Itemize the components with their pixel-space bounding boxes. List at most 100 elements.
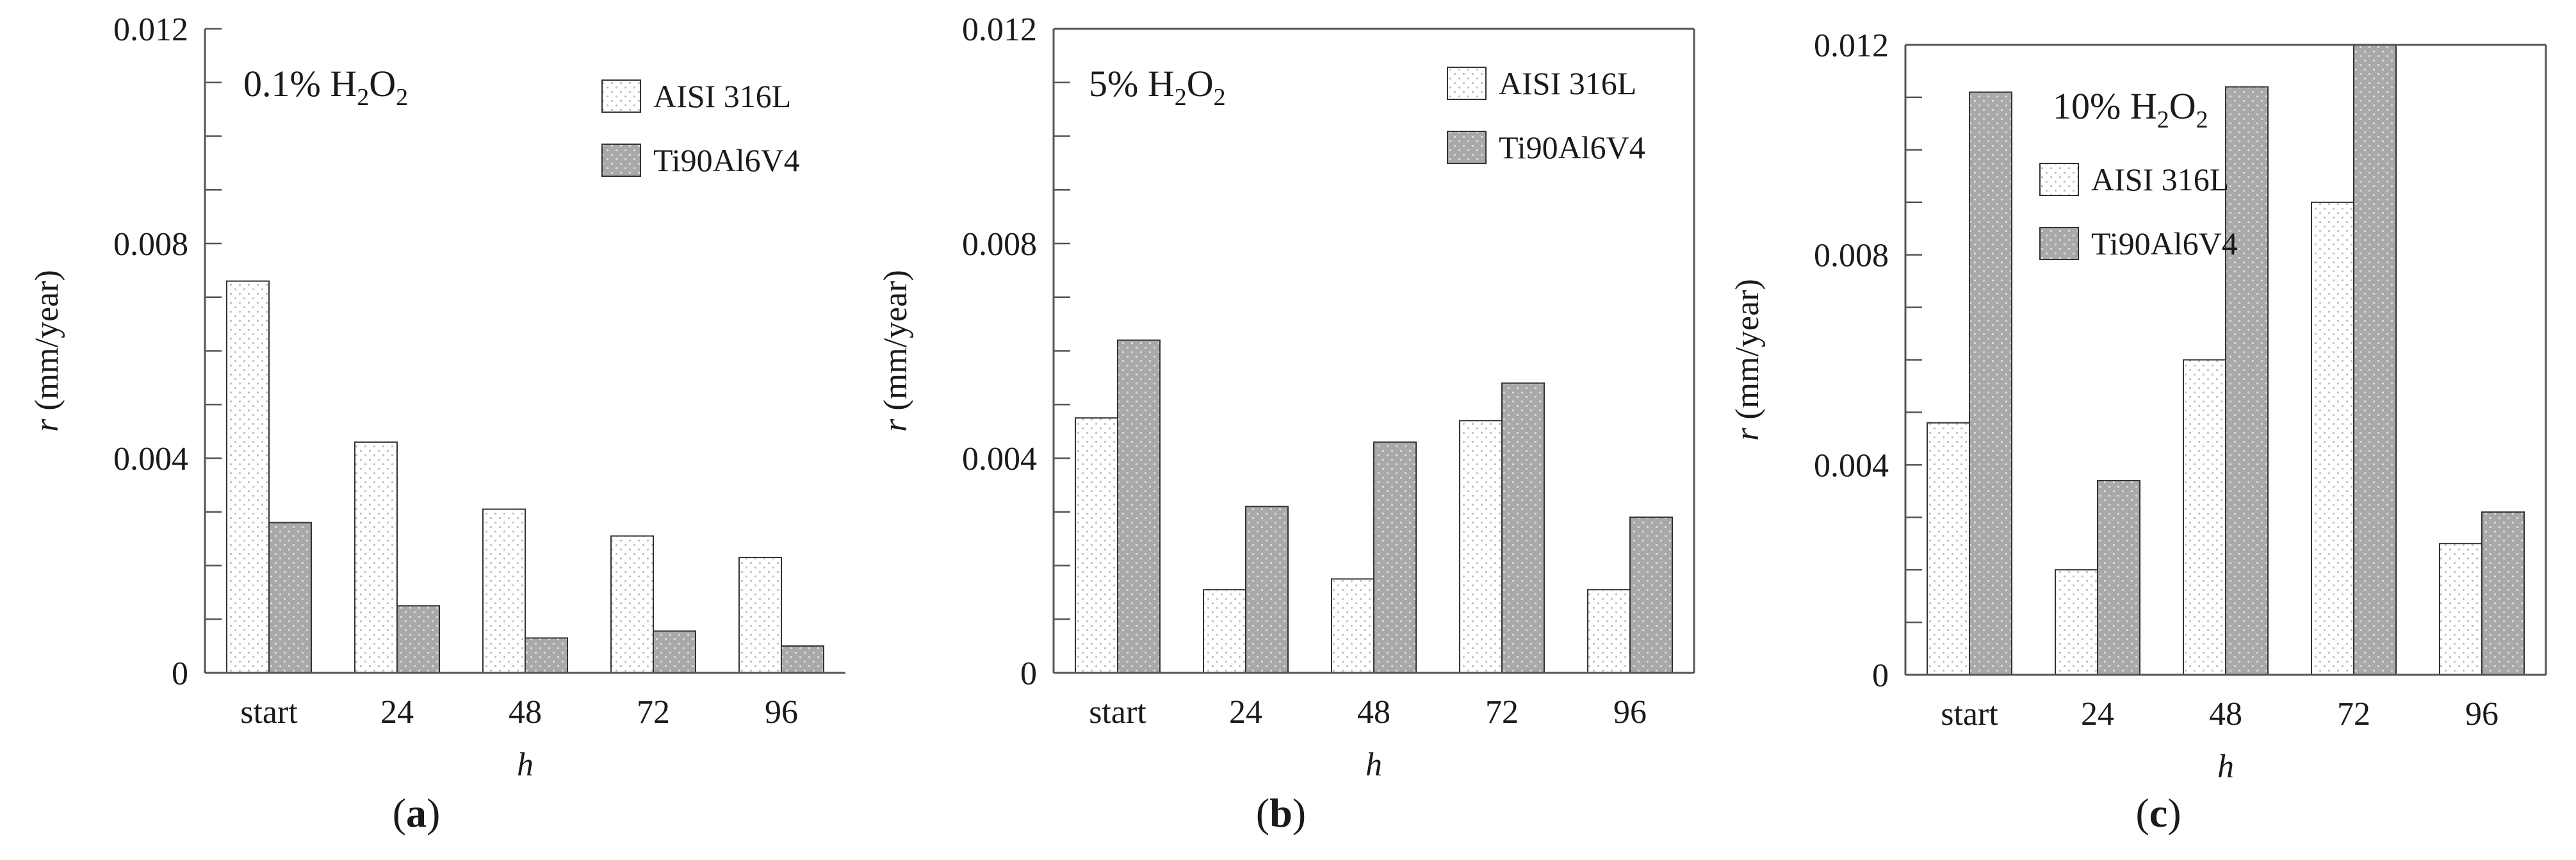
y-axis-label-unit: (mm/year) <box>1729 279 1766 427</box>
y-axis-label: r (mm/year) <box>877 270 914 432</box>
bar-ti90al6v4-96 <box>1629 517 1673 674</box>
bar-ti90al6v4-24 <box>2097 479 2140 675</box>
bar-ti90al6v4-start <box>268 522 312 674</box>
y-axis-label-variable: r <box>1729 427 1766 441</box>
x-tick-label: 72 <box>637 694 670 731</box>
bar-aisi-316l-72 <box>2311 201 2354 675</box>
panel-label: (a) <box>393 790 441 836</box>
legend-label: AISI 316L <box>1499 65 1636 101</box>
bar-ti90al6v4-96 <box>781 645 824 674</box>
bar-aisi-316l-24 <box>354 441 398 674</box>
bar-ti90al6v4-start <box>1969 91 2012 676</box>
bar-ti90al6v4-24 <box>396 605 440 674</box>
y-tick-label: 0.012 <box>962 12 1037 48</box>
bar-aisi-316l-24 <box>1203 589 1246 674</box>
x-tick-label: 72 <box>2337 696 2370 732</box>
legend-swatch-ti90al6v4 <box>1447 131 1487 164</box>
panel-label-letter: c <box>2149 790 2167 836</box>
y-tick-label: 0.004 <box>1814 447 1889 484</box>
annotation-subscript: 2 <box>1214 84 1226 111</box>
y-tick-label: 0.004 <box>962 441 1037 477</box>
concentration-annotation: 0.1% H2O2 <box>243 63 408 111</box>
bar-ti90al6v4-72 <box>2353 44 2397 675</box>
legend-label: Ti90Al6V4 <box>653 142 800 178</box>
legend-label: AISI 316L <box>2091 161 2229 197</box>
y-tick-label: 0.004 <box>113 441 188 477</box>
panel-label: (b) <box>1256 790 1306 836</box>
annotation-subscript: 2 <box>1175 84 1187 111</box>
legend-swatch-aisi-316l <box>1447 67 1487 100</box>
annotation-subscript: 2 <box>357 84 369 111</box>
concentration-annotation: 10% H2O2 <box>2053 85 2208 133</box>
bar-aisi-316l-start <box>1927 422 1970 675</box>
y-tick-label: 0 <box>1872 657 1889 694</box>
panel-label: (c) <box>2135 790 2181 836</box>
x-tick-label: start <box>240 694 298 731</box>
x-tick-label: start <box>1089 694 1146 731</box>
legend-swatch-aisi-316l <box>601 79 641 113</box>
y-tick-label: 0 <box>1020 656 1037 692</box>
y-axis-label: r (mm/year) <box>29 270 65 432</box>
x-tick-label: 48 <box>509 694 542 731</box>
legend-label: Ti90Al6V4 <box>2091 226 2238 261</box>
y-tick-label: 0.008 <box>1814 238 1889 274</box>
bar-ti90al6v4-96 <box>2481 511 2525 676</box>
bar-aisi-316l-96 <box>2439 543 2482 675</box>
annotation-text: O <box>1187 63 1214 104</box>
bar-ti90al6v4-48 <box>525 637 568 674</box>
y-tick-label: 0.012 <box>1814 28 1889 64</box>
x-axis-label: h <box>1365 747 1382 783</box>
bar-aisi-316l-48 <box>2183 359 2226 675</box>
chart-panel-b: 0 0.004 0.008 0.012 start 24 48 72 96 h r (mm/year… <box>877 12 1695 836</box>
annotation-text: 10% H <box>2053 85 2157 127</box>
y-axis-label-unit: (mm/year) <box>29 270 65 418</box>
legend-label: AISI 316L <box>653 78 791 114</box>
y-tick-label: 0.008 <box>962 226 1037 263</box>
y-tick-label: 0 <box>172 656 188 692</box>
bar-ti90al6v4-48 <box>1373 441 1417 674</box>
y-tick-label: 0.012 <box>113 12 188 48</box>
annotation-subscript: 2 <box>2196 106 2208 133</box>
panel-label-letter: b <box>1269 790 1292 836</box>
annotation-text: 0.1% H <box>243 63 357 104</box>
bar-ti90al6v4-72 <box>1501 382 1545 674</box>
y-axis-label-variable: r <box>29 418 65 432</box>
legend-label: Ti90Al6V4 <box>1499 129 1645 165</box>
y-axis-label: r (mm/year) <box>1729 279 1766 441</box>
bar-ti90al6v4-start <box>1117 339 1161 674</box>
x-tick-label: 48 <box>1357 694 1390 731</box>
annotation-subscript: 2 <box>396 84 408 111</box>
bar-ti90al6v4-24 <box>1245 506 1289 674</box>
x-tick-label: 72 <box>1485 694 1519 731</box>
bar-aisi-316l-72 <box>610 535 654 674</box>
legend-swatch-aisi-316l <box>2039 163 2079 196</box>
x-tick-label: start <box>1941 696 1998 732</box>
annotation-text: 5% H <box>1089 63 1175 104</box>
x-tick-label: 48 <box>2209 696 2242 732</box>
bar-aisi-316l-72 <box>1459 420 1503 674</box>
x-axis-label: h <box>517 747 534 783</box>
bar-aisi-316l-start <box>226 280 270 674</box>
x-tick-label: 24 <box>1229 694 1262 731</box>
y-tick-label: 0.008 <box>113 226 188 263</box>
bar-aisi-316l-96 <box>1587 589 1631 674</box>
bar-aisi-316l-24 <box>2055 569 2098 676</box>
bar-aisi-316l-96 <box>738 556 782 674</box>
panel-label-letter: a <box>406 790 427 836</box>
chart-panel-c: 0 0.004 0.008 0.012 start 24 48 72 96 h r (mm/year… <box>1729 28 2547 836</box>
x-tick-label: 24 <box>2081 696 2114 732</box>
legend-swatch-ti90al6v4 <box>2039 227 2079 260</box>
legend-swatch-ti90al6v4 <box>601 144 641 177</box>
bar-ti90al6v4-72 <box>653 630 696 674</box>
concentration-annotation: 5% H2O2 <box>1089 63 1226 111</box>
bar-aisi-316l-48 <box>482 508 526 674</box>
annotation-text: O <box>2169 85 2196 127</box>
x-tick-label: 96 <box>2465 696 2499 732</box>
x-axis-label: h <box>2217 748 2234 785</box>
bar-aisi-316l-48 <box>1331 578 1374 674</box>
annotation-subscript: 2 <box>2157 106 2169 133</box>
y-axis-label-variable: r <box>877 418 914 432</box>
x-tick-label: 24 <box>380 694 414 731</box>
chart-panel-a: 0 0.004 0.008 0.012 start 24 48 72 96 h r (mm/year… <box>29 12 845 836</box>
